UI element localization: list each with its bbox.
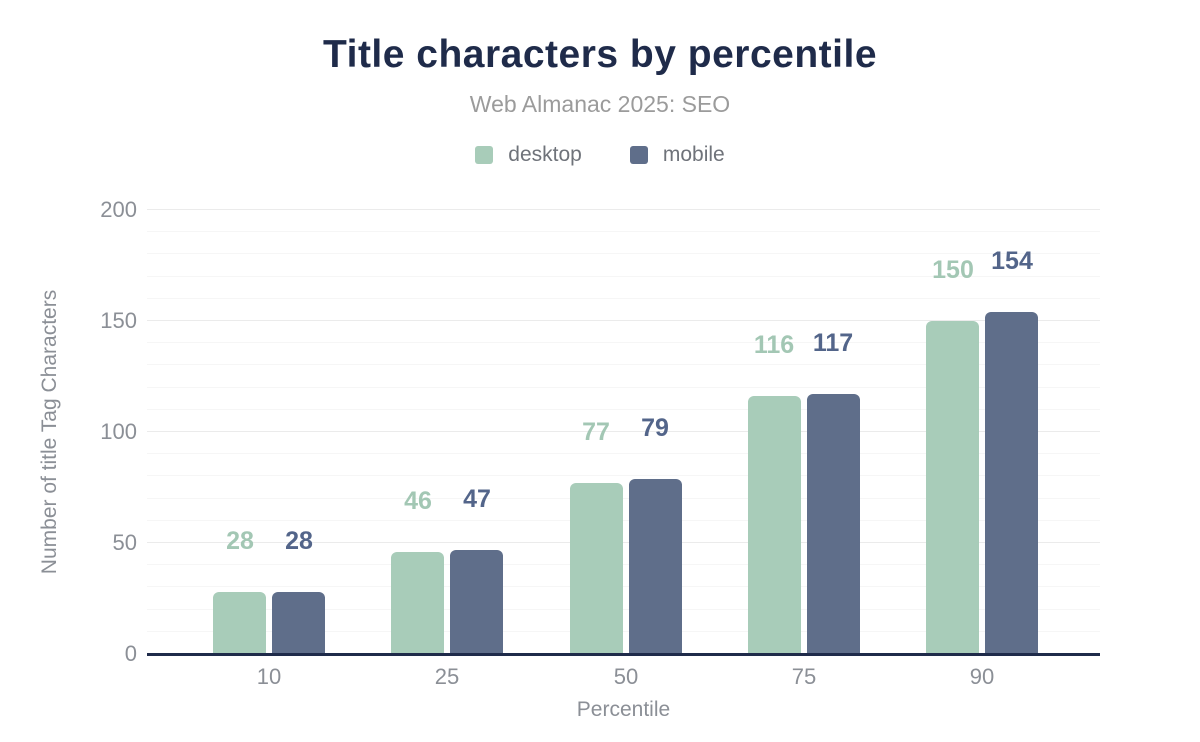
minor-gridline-110: [147, 409, 1100, 410]
legend-label-mobile: mobile: [662, 143, 725, 166]
minor-gridline-190: [147, 231, 1100, 232]
minor-gridline-20: [147, 609, 1100, 610]
y-tick-label-0: 0: [124, 641, 137, 666]
legend-label-desktop: desktop: [508, 143, 582, 166]
bar-value-label-desktop-p10: 28: [226, 527, 254, 555]
major-gridline-150: [147, 320, 1100, 321]
x-axis-title: Percentile: [576, 698, 671, 721]
minor-gridline-60: [147, 520, 1100, 521]
chart-subtitle: Web Almanac 2025: SEO: [469, 91, 731, 117]
minor-gridline-140: [147, 342, 1100, 343]
x-tick-label-10: 10: [256, 664, 282, 689]
bar-desktop-p10: [213, 592, 266, 654]
x-tick-label-75: 75: [791, 664, 817, 689]
major-gridline-200: [147, 209, 1100, 210]
minor-gridline-120: [147, 387, 1100, 388]
y-tick-label-200: 200: [100, 197, 137, 222]
bar-value-label-desktop-p50: 77: [582, 418, 610, 446]
legend-item-mobile: mobile: [629, 143, 725, 167]
bar-value-label-mobile-p25: 47: [463, 485, 491, 513]
minor-gridline-170: [147, 276, 1100, 277]
major-gridline-50: [147, 542, 1100, 543]
minor-gridline-90: [147, 453, 1100, 454]
x-tick-label-50: 50: [613, 664, 639, 689]
chart-title: Title characters by percentile: [322, 33, 878, 76]
bar-value-label-mobile-p90: 154: [991, 247, 1033, 275]
bar-value-label-mobile-p10: 28: [285, 527, 313, 555]
bar-mobile-p25: [450, 550, 503, 654]
y-tick-label-50: 50: [112, 530, 137, 555]
legend-swatch-desktop: [475, 146, 494, 164]
bar-value-label-mobile-p75: 117: [812, 329, 854, 357]
minor-gridline-130: [147, 364, 1100, 365]
minor-gridline-160: [147, 298, 1100, 299]
bar-desktop-p90: [926, 321, 979, 654]
legend: desktop mobile: [0, 143, 1200, 167]
minor-gridline-30: [147, 586, 1100, 587]
x-tick-label-90: 90: [969, 664, 995, 689]
bar-mobile-p50: [629, 479, 682, 654]
legend-item-desktop: desktop: [475, 143, 582, 167]
minor-gridline-80: [147, 475, 1100, 476]
bar-value-label-mobile-p50: 79: [641, 414, 669, 442]
minor-gridline-180: [147, 253, 1100, 254]
bar-mobile-p90: [985, 312, 1038, 654]
bar-desktop-p50: [570, 483, 623, 654]
y-tick-label-100: 100: [100, 419, 137, 444]
x-tick-label-25: 25: [434, 664, 460, 689]
major-gridline-100: [147, 431, 1100, 432]
minor-gridline-10: [147, 631, 1100, 632]
x-axis-baseline: [147, 653, 1100, 656]
bar-desktop-p75: [748, 396, 801, 654]
plot-area: 28 28 46 47 77 79 116 117 150 154: [147, 209, 1100, 656]
bar-mobile-p10: [272, 592, 325, 654]
bar-value-label-desktop-p75: 116: [753, 331, 795, 359]
minor-gridline-70: [147, 498, 1100, 499]
bar-value-label-desktop-p25: 46: [404, 487, 432, 515]
y-tick-label-150: 150: [100, 308, 137, 333]
legend-swatch-mobile: [629, 146, 648, 164]
minor-gridline-40: [147, 564, 1100, 565]
bar-mobile-p75: [807, 394, 860, 654]
bar-desktop-p25: [391, 552, 444, 654]
bar-value-label-desktop-p90: 150: [932, 256, 974, 284]
